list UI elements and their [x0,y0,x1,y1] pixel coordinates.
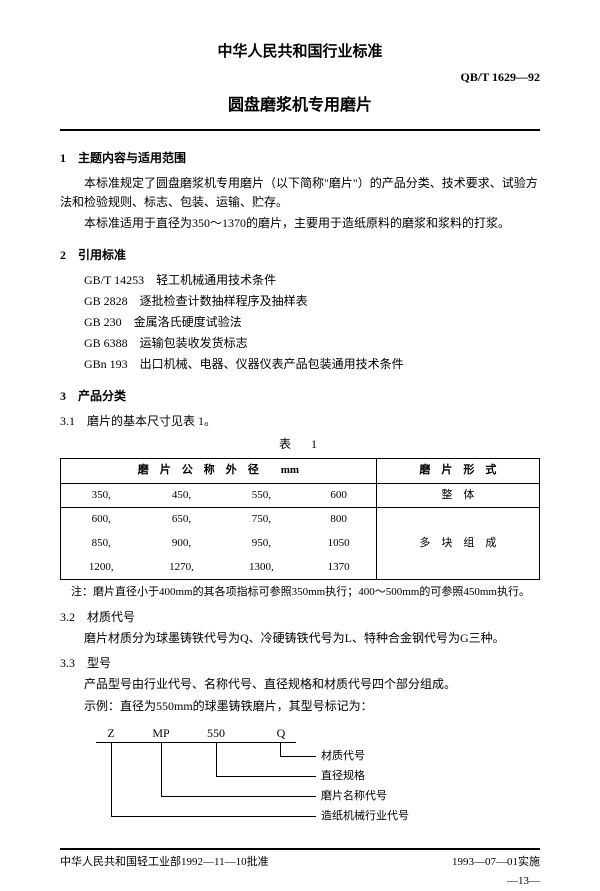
table-1: 磨 片 公 称 外 径 mm 磨 片 形 式 350, 450, 550, 60… [60,458,540,580]
footer-approval: 中华人民共和国轻工业部1992—11—10批准 [60,854,269,872]
cell: 600 [301,483,376,508]
subsection-3-3: 3.3 型号 [60,654,540,673]
ref-item: GB 6388 运输包装收发货标志 [84,334,540,353]
country-title: 中华人民共和国行业标准 [60,40,540,64]
s33-para-2: 示例：直径为550mm的球墨铸铁磨片，其型号标记为： [60,697,540,716]
subsection-3-1: 3.1 磨片的基本尺寸见表 1。 [60,412,540,431]
cell: 1050 [301,532,376,556]
cell: 450, [142,483,222,508]
table-head-right: 磨 片 形 式 [376,459,539,484]
document-page: 中华人民共和国行业标准 QB/T 1629—92 圆盘磨浆机专用磨片 1 主题内… [0,0,600,843]
cell: 900, [142,532,222,556]
table-head-left: 磨 片 公 称 外 径 mm [61,459,377,484]
cell: 1200, [61,556,142,580]
cell: 950, [221,532,301,556]
model-label-material: 材质代号 [321,748,365,766]
s33-para-1: 产品型号由行业代号、名称代号、直径规格和材质代号四个部分组成。 [60,675,540,694]
cell: 1270, [142,556,222,580]
cell: 1370 [301,556,376,580]
model-label-diameter: 直径规格 [321,768,365,786]
section-2-heading: 2 引用标准 [60,246,540,265]
doc-title: 圆盘磨浆机专用磨片 [60,93,540,131]
model-part-mp: MP [141,724,181,742]
section-3-heading: 3 产品分类 [60,387,540,406]
cell: 750, [221,508,301,532]
standard-code: QB/T 1629—92 [60,68,540,87]
cell: 850, [61,532,142,556]
table-note: 注：磨片直径小于400mm的其各项指标可参照350mm执行；400～500mm的… [71,584,540,602]
s1-para-2: 本标准适用于直径为350～1370的磨片，主要用于造纸原料的磨浆和浆料的打浆。 [60,214,540,233]
model-part-q: Q [266,724,296,742]
section-1-heading: 1 主题内容与适用范围 [60,149,540,168]
table-1-caption: 表 1 [60,435,540,454]
model-part-z: Z [96,724,126,742]
footer: 中华人民共和国轻工业部1992—11—10批准 1993—07—01实施 [60,848,540,872]
ref-item: GB 230 金属洛氏硬度试验法 [84,313,540,332]
cell: 800 [301,508,376,532]
s1-para-1: 本标准规定了圆盘磨浆机专用磨片（以下简称"磨片"）的产品分类、技术要求、试验方法… [60,174,540,212]
reference-list: GB/T 14253 轻工机械通用技术条件 GB 2828 逐批检查计数抽样程序… [84,271,540,375]
ref-item: GB 2828 逐批检查计数抽样程序及抽样表 [84,292,540,311]
model-label-name: 磨片名称代号 [321,788,387,806]
cell-form: 多 块 组 成 [376,508,539,580]
model-diagram: Z MP 550 Q 材质代号 直径规格 磨片名称代号 造纸机械行业代号 [96,724,540,834]
cell: 1300, [221,556,301,580]
s32-para: 磨片材质分为球墨铸铁代号为Q、冷硬铸铁代号为L、特种合金钢代号为G三种。 [60,629,540,648]
ref-item: GB/T 14253 轻工机械通用技术条件 [84,271,540,290]
model-part-550: 550 [196,724,236,742]
cell: 350, [61,483,142,508]
subsection-3-2: 3.2 材质代号 [60,608,540,627]
ref-item: GBn 193 出口机械、电器、仪器仪表产品包装通用技术条件 [84,355,540,374]
cell-form: 整 体 [376,483,539,508]
cell: 550, [221,483,301,508]
cell: 650, [142,508,222,532]
footer-effective: 1993—07—01实施 [452,854,540,872]
model-label-industry: 造纸机械行业代号 [321,808,409,826]
cell: 600, [61,508,142,532]
page-number: —13— [60,873,540,891]
